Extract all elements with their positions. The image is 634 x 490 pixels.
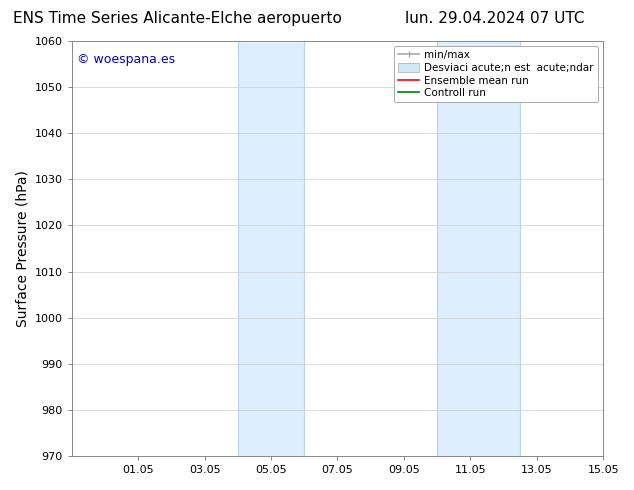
Legend: min/max, Desviaci acute;n est  acute;ndar, Ensemble mean run, Controll run: min/max, Desviaci acute;n est acute;ndar…	[394, 46, 598, 102]
Bar	[238, 41, 304, 456]
Text: lun. 29.04.2024 07 UTC: lun. 29.04.2024 07 UTC	[404, 11, 585, 26]
Text: ENS Time Series Alicante-Elche aeropuerto: ENS Time Series Alicante-Elche aeropuert…	[13, 11, 342, 26]
Text: © woespana.es: © woespana.es	[77, 53, 175, 67]
Bar	[437, 41, 520, 456]
Y-axis label: Surface Pressure (hPa): Surface Pressure (hPa)	[15, 170, 29, 327]
